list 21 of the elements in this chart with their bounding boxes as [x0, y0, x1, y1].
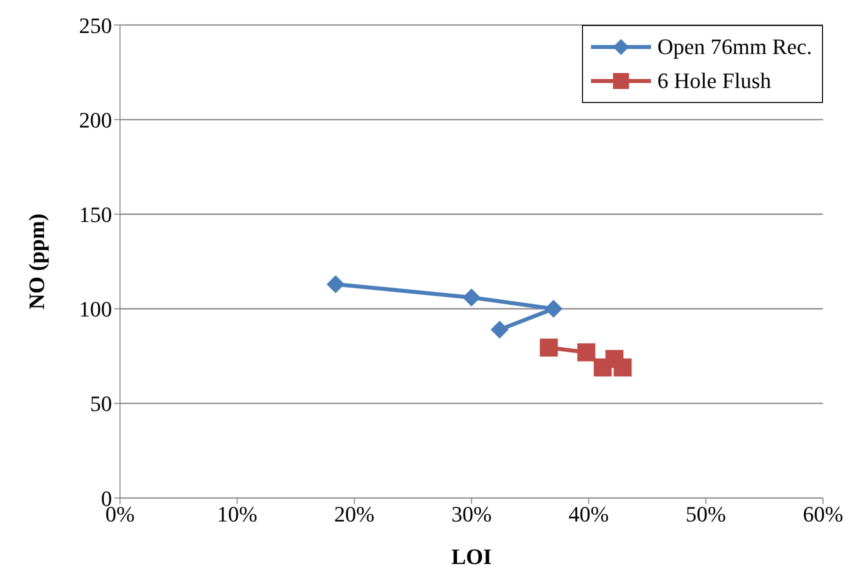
x-tick-label: 40%: [568, 502, 609, 527]
point: [462, 288, 480, 306]
y-tick-label: 200: [79, 107, 112, 132]
x-axis-title: LOI: [451, 544, 492, 569]
x-tick-label: 60%: [802, 502, 844, 527]
y-tick-label: 150: [79, 202, 112, 228]
point: [577, 343, 596, 362]
point: [490, 320, 509, 339]
legend-label: Open 76mm Rec.: [657, 34, 812, 60]
y-tick-label: 250: [79, 12, 112, 38]
point: [544, 300, 563, 318]
point: [326, 275, 345, 294]
x-tick-label: 10%: [217, 502, 258, 527]
y-tick-label: 100: [79, 296, 112, 322]
y-tick-label: 50: [90, 391, 112, 416]
x-tick-label: 50%: [686, 502, 726, 527]
legend-label: 6 Hole Flush: [657, 68, 772, 94]
x-tick-label: 20%: [334, 502, 374, 527]
y-axis-title: NO (ppm): [24, 214, 49, 310]
x-tick-label: 30%: [451, 502, 492, 527]
point: [540, 338, 558, 357]
